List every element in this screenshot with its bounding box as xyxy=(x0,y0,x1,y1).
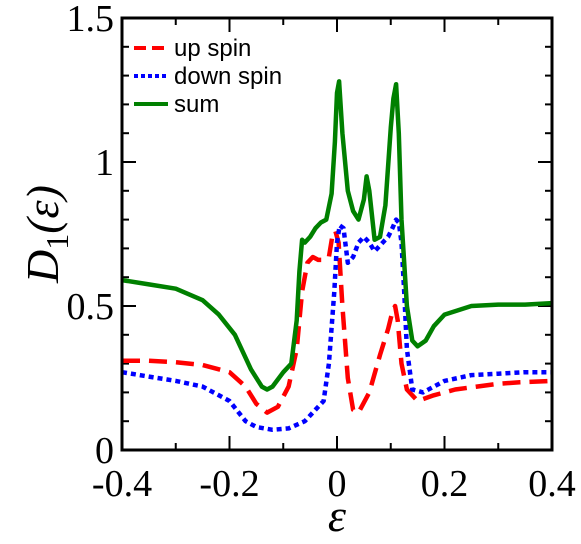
plot-frame xyxy=(120,16,554,452)
y-axis-label-main: D xyxy=(17,250,68,284)
y-tick-label: 0 xyxy=(95,430,114,472)
legend-label: down spin xyxy=(174,63,282,90)
legend-label: up spin xyxy=(174,35,251,62)
series-layer xyxy=(121,79,553,433)
y-axis-label-arg: (ε) xyxy=(17,185,68,234)
x-tick-label: 0 xyxy=(328,463,347,505)
series-line-sum xyxy=(121,79,553,392)
labels-layer: -0.4 -0.2 0 0.2 0.4 0 0.5 1 1.5 xyxy=(67,0,576,505)
x-tick-label: 0.2 xyxy=(421,463,469,505)
legend-label: sum xyxy=(174,91,219,118)
x-tick-label: -0.4 xyxy=(92,463,152,505)
x-axis-label: ε xyxy=(328,490,347,539)
x-tick-label: 0.4 xyxy=(528,463,576,505)
y-axis-label-sub: 1 xyxy=(39,234,75,250)
x-tick-label: -0.2 xyxy=(199,463,259,505)
y-axis-label: D1(ε) xyxy=(17,185,75,284)
series-line-down-spin xyxy=(121,217,552,433)
y-tick-label: 1 xyxy=(95,142,114,184)
y-tick-label: 0.5 xyxy=(67,286,115,328)
y-tick-label: 1.5 xyxy=(67,0,115,40)
